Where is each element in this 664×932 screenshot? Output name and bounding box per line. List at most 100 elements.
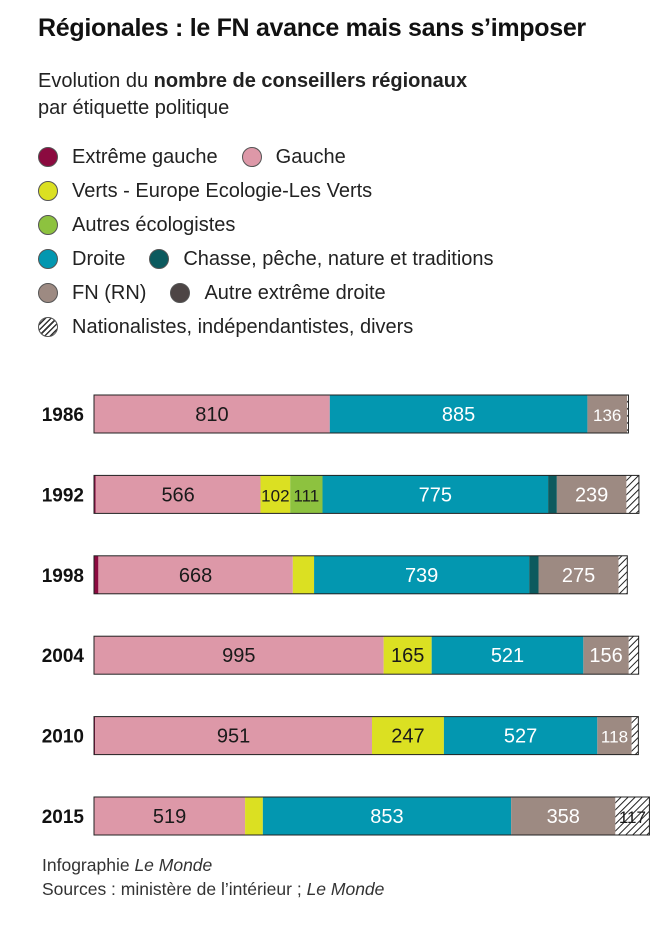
bar-segment (95, 475, 261, 514)
bar-segment (94, 636, 384, 675)
legend-swatch-autres-ecologistes (38, 215, 58, 235)
sources-text: Sources : ministère de l’intérieur ; (42, 879, 307, 899)
footer: Infographie Le Monde Sources : ministère… (42, 853, 384, 901)
bar-segment (292, 555, 315, 594)
bar-segment (383, 636, 432, 675)
subtitle-emphasis: nombre de conseillers régionaux (153, 70, 468, 92)
bar-segment (94, 475, 96, 514)
bar-segment (431, 636, 584, 675)
bar-segment (94, 555, 99, 594)
bar-value-label: 810 (195, 404, 228, 426)
bar-segment (245, 797, 263, 835)
bar-segment (372, 716, 444, 755)
legend-item-autres-ecologistes: Autres écologistes (38, 214, 235, 237)
chart-subtitle: Evolution du nombre de conseillers régio… (38, 68, 467, 122)
bar-segment (548, 475, 557, 514)
bar-segment (443, 716, 598, 755)
legend-swatch-cpnt (149, 249, 170, 269)
bar-segment (587, 395, 628, 433)
legend-row: Autres écologistes (38, 208, 658, 242)
bar-value-label: 527 (504, 726, 537, 748)
bar-value-label: 521 (491, 645, 524, 667)
legend-label-divers: Nationalistes, indépendantistes, divers (72, 315, 414, 338)
bar-value-label: 358 (547, 806, 580, 828)
y-tick-label: 1992 (42, 485, 84, 506)
stacked-bar-chart: 1986 810 885 136 1992 566 102 111 775 239 1998 668 7… (42, 394, 650, 836)
legend-row: FN (RN) Autre extrême droite (38, 276, 658, 310)
bar-outline (93, 555, 628, 595)
legend-item-autre-extreme-droite: Autre extrême droite (170, 281, 386, 305)
bar-segment (262, 797, 512, 835)
y-tick-label: 1998 (42, 566, 84, 587)
bar-outline (93, 394, 629, 434)
legend-item-divers: Nationalistes, indépendantistes, divers (38, 316, 413, 339)
y-tick-label: 2015 (42, 807, 85, 828)
legend-swatch-divers (38, 317, 58, 337)
bar-segment (597, 716, 632, 755)
bar-value-label: 775 (419, 484, 452, 506)
subtitle-text: Evolution du (38, 70, 154, 92)
legend-label-droite: Droite (72, 247, 126, 270)
bar-value-label: 117 (619, 808, 646, 827)
bar-value-label: 156 (589, 645, 622, 667)
credit-text: Infographie (42, 855, 135, 875)
legend-swatch-extreme-gauche (38, 147, 58, 167)
y-tick-label: 1986 (42, 405, 84, 426)
bar-segment (583, 636, 629, 675)
bar-value-label: 118 (601, 728, 628, 747)
bar-segment (556, 475, 627, 514)
bar-segment (94, 797, 246, 835)
legend-row: Verts - Europe Ecologie-Les Verts (38, 174, 658, 208)
subtitle-line-1: Evolution du nombre de conseillers régio… (38, 68, 467, 95)
legend-label-gauche: Gauche (275, 145, 346, 168)
legend: Extrême gauche Gauche Verts - Europe Eco… (38, 140, 658, 344)
bar-value-label: 102 (261, 486, 289, 505)
bar-value-label: 853 (370, 806, 403, 828)
bar-value-label: 136 (593, 406, 621, 425)
bar-segment (314, 555, 530, 594)
bar-segment (260, 475, 291, 514)
bar-value-label: 239 (575, 484, 608, 506)
subtitle-line-2: par étiquette politique (38, 97, 230, 119)
bar-value-label: 951 (217, 726, 250, 748)
bar-value-label: 165 (391, 645, 424, 667)
legend-swatch-fn (38, 283, 58, 303)
bar-segment (538, 555, 619, 594)
bar-segment (628, 636, 639, 675)
bar-value-label: 519 (153, 806, 186, 828)
bar-value-label: 111 (293, 486, 319, 505)
bar-value-label: 739 (405, 565, 438, 587)
bar-segment (618, 555, 628, 594)
bar-segment (94, 716, 96, 755)
bar-value-label: 668 (179, 565, 212, 587)
legend-label-autres-ecologistes: Autres écologistes (72, 213, 236, 236)
bar-value-label: 247 (391, 726, 424, 748)
legend-row: Droite Chasse, pêche, nature et traditio… (38, 242, 658, 276)
legend-label-autre-extreme-droite: Autre extrême droite (204, 281, 386, 304)
bar-segment (626, 475, 639, 514)
legend-item-droite: Droite (38, 248, 125, 271)
sources-publisher: Le Monde (306, 879, 385, 899)
legend-item-gauche: Gauche (241, 145, 346, 169)
credit-publisher: Le Monde (134, 855, 213, 875)
legend-item-verts: Verts - Europe Ecologie-Les Verts (38, 180, 372, 203)
bar-value-label: 566 (161, 484, 194, 506)
bar-segment (98, 555, 293, 594)
bar-value-label: 275 (562, 565, 595, 587)
bar-outline (93, 796, 650, 836)
bar-segment (329, 395, 588, 433)
bar-outline (93, 635, 640, 675)
legend-swatch-droite (38, 249, 58, 269)
bar-segment (290, 475, 323, 514)
bar-segment (631, 716, 639, 755)
credit: Infographie Le Monde (42, 853, 384, 877)
bar-outline (93, 474, 640, 514)
bar-segment (94, 395, 330, 433)
y-tick-label: 2010 (42, 727, 84, 748)
bar-segment (322, 475, 549, 514)
legend-swatch-autre-extreme-droite (170, 283, 191, 303)
sources: Sources : ministère de l’intérieur ; Le … (42, 877, 384, 901)
legend-row: Extrême gauche Gauche (38, 140, 658, 174)
bar-value-label: 995 (222, 645, 255, 667)
bar-outline (93, 716, 639, 756)
